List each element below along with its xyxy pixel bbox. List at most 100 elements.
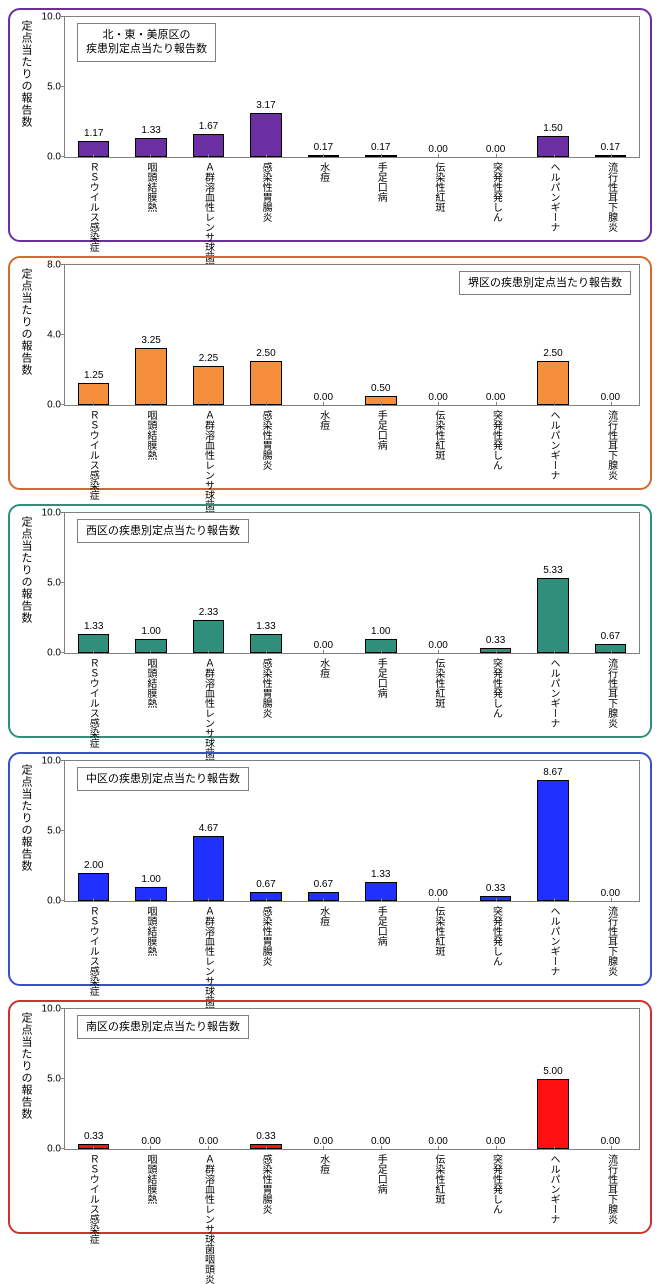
x-tick-label: 手足口病 [375,410,386,450]
x-tick-label: Ａ群溶血性レンサ球菌咽頭炎 [202,1154,213,1284]
charts-container: 定点当たりの報告数 北・東・美原区の 疾患別定点当たり報告数 0.0 5.0 10.0 1… [8,8,652,1234]
x-tick-label: ＲＳウイルス感染症 [87,1154,98,1244]
x-tick-label: 伝染性紅斑 [433,658,444,708]
bar-slot: 0.00 [467,17,524,157]
x-tick-label: 水痘 [318,906,329,926]
y-tick-label: 10.0 [42,756,65,767]
bar-slot: 0.17 [582,17,639,157]
bar-slot: 5.33 [524,513,581,653]
bar [537,780,569,901]
chart-title: 南区の疾患別定点当たり報告数 [77,1015,249,1039]
bar-value-label: 1.50 [543,123,562,134]
bar-slot: 0.17 [352,17,409,157]
x-tick-label: 流行性耳下腺炎 [606,162,617,232]
x-tick-label: 感染性胃腸炎 [260,410,271,470]
bar-slot: 0.17 [295,17,352,157]
x-tick-label: 水痘 [318,658,329,678]
bar-slot: 0.00 [409,17,466,157]
bar-value-label: 5.33 [543,565,562,576]
bar-value-label: 1.33 [84,621,103,632]
bar-slot: 0.00 [409,1009,466,1149]
x-tick-label: ＲＳウイルス感染症 [87,906,98,996]
bar-value-label: 1.33 [256,621,275,632]
bar-slot: 2.25 [180,265,237,405]
x-tick-label: ＲＳウイルス感染症 [87,162,98,252]
y-axis-label: 定点当たりの報告数 [16,1008,34,1226]
x-tick-label: 水痘 [318,1154,329,1174]
x-tick-label: 流行性耳下腺炎 [606,1154,617,1224]
y-tick-label: 5.0 [47,826,65,837]
bar-value-label: 1.17 [84,128,103,139]
x-tick-label: ヘルパンギーナ [548,906,559,976]
chart-panel: 定点当たりの報告数堺区の疾患別定点当たり報告数0.04.08.01.253.25… [8,256,652,490]
bar-slot: 0.33 [467,761,524,901]
bar-slot: 0.67 [582,513,639,653]
plot-area: 北・東・美原区の 疾患別定点当たり報告数0.05.010.01.171.331.… [64,16,640,158]
x-tick-label: 感染性胃腸炎 [260,658,271,718]
bar-value-label: 4.67 [199,823,218,834]
bar-slot: 0.00 [295,265,352,405]
y-tick-label: 5.0 [47,82,65,93]
bar [537,1079,569,1149]
plot-area: 南区の疾患別定点当たり報告数0.05.010.00.330.000.000.33… [64,1008,640,1150]
y-axis-label: 定点当たりの報告数 [16,512,34,730]
y-tick-label: 0.0 [47,152,65,163]
bar-value-label: 0.67 [314,879,333,890]
bar-value-label: 1.33 [371,869,390,880]
bar-slot: 0.00 [409,761,466,901]
bar-slot: 5.00 [524,1009,581,1149]
x-tick-label: 咽頭結膜熱 [145,906,156,956]
bar [78,873,110,901]
x-tick-label: ヘルパンギーナ [548,162,559,232]
bar-value-label: 0.17 [371,142,390,153]
bar [135,348,167,405]
x-tick-label: ヘルパンギーナ [548,1154,559,1224]
bar-slot: 1.25 [65,265,122,405]
bar-value-label: 1.33 [141,125,160,136]
x-tick-label: 咽頭結膜熱 [145,410,156,460]
bar-slot: 0.00 [582,761,639,901]
plot-area: 西区の疾患別定点当たり報告数0.05.010.01.331.002.331.33… [64,512,640,654]
x-tick-label: ヘルパンギーナ [548,658,559,728]
bar-slot: 0.67 [295,761,352,901]
bar-slot: 3.25 [122,265,179,405]
bar-value-label: 0.17 [601,142,620,153]
y-tick-label: 10.0 [42,1004,65,1015]
y-tick-label: 0.0 [47,896,65,907]
x-tick-label: 伝染性紅斑 [433,162,444,212]
bar-value-label: 2.50 [543,348,562,359]
bar-value-label: 2.00 [84,860,103,871]
x-tick-label: 突発性発しん [490,410,501,470]
plot-area: 中区の疾患別定点当たり報告数0.05.010.02.001.004.670.67… [64,760,640,902]
x-tick-label: 流行性耳下腺炎 [606,906,617,976]
y-tick-label: 8.0 [47,260,65,271]
y-tick-label: 0.0 [47,400,65,411]
x-tick-label: 感染性胃腸炎 [260,162,271,222]
plot-area: 堺区の疾患別定点当たり報告数0.04.08.01.253.252.252.500… [64,264,640,406]
x-tick-label: 感染性胃腸炎 [260,1154,271,1214]
bar-slot: 3.17 [237,17,294,157]
chart-title: 堺区の疾患別定点当たり報告数 [459,271,631,295]
bar-slot: 1.33 [352,761,409,901]
x-tick-label: 咽頭結膜熱 [145,658,156,708]
y-tick-label: 0.0 [47,1144,65,1155]
x-tick-label: 流行性耳下腺炎 [606,658,617,728]
bar-value-label: 0.33 [486,635,505,646]
bar-value-label: 2.50 [256,348,275,359]
bar [537,361,569,405]
bar-value-label: 0.50 [371,383,390,394]
y-tick-label: 4.0 [47,330,65,341]
bar-slot: 0.50 [352,265,409,405]
bar-slot: 1.00 [352,513,409,653]
chart-title: 北・東・美原区の 疾患別定点当たり報告数 [77,23,216,62]
bar-value-label: 1.25 [84,370,103,381]
bar-slot: 1.50 [524,17,581,157]
bar-slot: 0.00 [582,1009,639,1149]
x-tick-label: 感染性胃腸炎 [260,906,271,966]
chart-panel: 定点当たりの報告数南区の疾患別定点当たり報告数0.05.010.00.330.0… [8,1000,652,1234]
bar-value-label: 1.00 [141,626,160,637]
bar-value-label: 1.00 [141,874,160,885]
bar-value-label: 0.33 [486,883,505,894]
y-tick-label: 0.0 [47,648,65,659]
bar-value-label: 0.67 [601,631,620,642]
